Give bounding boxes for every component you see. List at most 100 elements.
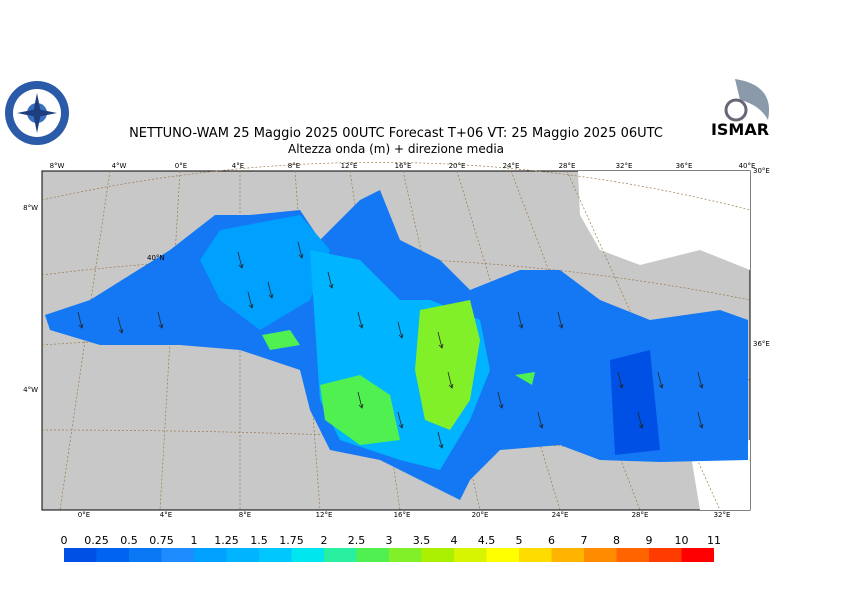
lon-label: 8°E xyxy=(288,162,300,170)
map xyxy=(41,162,751,511)
direction-arrow-head xyxy=(518,323,524,329)
direction-arrow-head xyxy=(438,343,444,349)
lon-label: 8°W xyxy=(50,162,65,170)
direction-arrow-head xyxy=(558,323,564,329)
direction-arrow xyxy=(437,431,443,449)
colorbar-label: 2 xyxy=(321,534,328,547)
direction-arrow xyxy=(247,291,253,309)
colorbar-box xyxy=(259,548,292,562)
logo-text: ISMAR xyxy=(711,120,769,139)
lon-label: 4°E xyxy=(232,162,244,170)
colorbar-label: 0.25 xyxy=(84,534,109,547)
lon-label: 0°E xyxy=(175,162,187,170)
colorbar-box xyxy=(681,548,714,562)
direction-arrow-head xyxy=(638,423,644,429)
colorbar-box xyxy=(96,548,129,562)
colorbar-label: 8 xyxy=(613,534,620,547)
direction-arrow xyxy=(657,371,663,389)
lon-label: 16°E xyxy=(395,162,412,170)
direction-arrow xyxy=(77,311,83,329)
direction-arrow-head xyxy=(618,383,624,389)
colorbar-label: 1.5 xyxy=(250,534,268,547)
lon-label: 28°E xyxy=(632,511,649,519)
direction-arrow xyxy=(117,316,123,334)
lat-label: 4°W xyxy=(23,386,38,394)
direction-arrow xyxy=(617,371,623,389)
colorbar-label: 11 xyxy=(707,534,721,547)
colorbar-box xyxy=(454,548,487,562)
lon-label: 20°E xyxy=(472,511,489,519)
colorbar-label: 3 xyxy=(386,534,393,547)
direction-arrow xyxy=(397,321,403,339)
lon-label: 12°E xyxy=(341,162,358,170)
logo-right: ISMAR xyxy=(709,79,771,141)
lat-label: 36°E xyxy=(753,340,770,348)
title: NETTUNO-WAM 25 Maggio 2025 00UTC Forecas… xyxy=(129,126,663,141)
direction-arrow-head xyxy=(498,403,504,409)
lon-label: 32°E xyxy=(714,511,731,519)
direction-arrow-head xyxy=(238,263,244,269)
colorbar-label: 1 xyxy=(191,534,198,547)
lon-label: 4°E xyxy=(160,511,172,519)
lon-label: 40°E xyxy=(739,162,756,170)
direction-arrow-head xyxy=(358,323,364,329)
colorbar-label: 4 xyxy=(451,534,458,547)
direction-arrow xyxy=(697,411,703,429)
lat-label: 8°W xyxy=(23,204,38,212)
colorbar-box xyxy=(616,548,649,562)
direction-arrow xyxy=(537,411,543,429)
colorbar-label: 2.5 xyxy=(348,534,366,547)
direction-arrow-head xyxy=(698,423,704,429)
direction-arrow xyxy=(557,311,563,329)
colorbar-box xyxy=(194,548,227,562)
lat-label: 30°E xyxy=(753,167,770,175)
direction-arrow-head xyxy=(268,293,274,299)
lon-label: 28°E xyxy=(559,162,576,170)
direction-arrow xyxy=(267,281,273,299)
colorbar-box xyxy=(161,548,194,562)
direction-arrow-head xyxy=(448,383,454,389)
colorbar-box xyxy=(324,548,357,562)
colorbar-box xyxy=(551,548,584,562)
colorbar-label: 6 xyxy=(548,534,555,547)
direction-arrow-head xyxy=(328,283,334,289)
colorbar-box xyxy=(356,548,389,562)
direction-arrow xyxy=(157,311,163,329)
lon-label: 20°E xyxy=(449,162,466,170)
direction-arrow xyxy=(447,371,453,389)
direction-arrow xyxy=(327,271,333,289)
direction-arrow xyxy=(237,251,243,269)
direction-arrow xyxy=(437,331,443,349)
direction-arrow xyxy=(697,371,703,389)
colorbar-label: 9 xyxy=(646,534,653,547)
lon-label: 32°E xyxy=(616,162,633,170)
colorbar-box xyxy=(64,548,97,562)
colorbar-box xyxy=(291,548,324,562)
direction-arrow xyxy=(297,241,303,259)
direction-arrow xyxy=(357,391,363,409)
colorbar-box xyxy=(486,548,519,562)
subtitle: Altezza onda (m) + direzione media xyxy=(288,142,504,156)
colorbar-box xyxy=(519,548,552,562)
colorbar-box xyxy=(389,548,422,562)
lon-label: 24°E xyxy=(503,162,520,170)
direction-arrow xyxy=(497,391,503,409)
lon-label: 12°E xyxy=(316,511,333,519)
direction-arrow-head xyxy=(358,403,364,409)
colorbar-label: 0.5 xyxy=(120,534,138,547)
colorbar-label: 7 xyxy=(581,534,588,547)
direction-arrow-head xyxy=(398,333,404,339)
colorbar-label: 1.25 xyxy=(214,534,239,547)
direction-arrow-head xyxy=(698,383,704,389)
colorbar-box xyxy=(421,548,454,562)
colorbar-label: 10 xyxy=(675,534,689,547)
direction-arrow-head xyxy=(78,323,84,329)
direction-arrow xyxy=(357,311,363,329)
lon-label: 16°E xyxy=(394,511,411,519)
direction-arrow-head xyxy=(538,423,544,429)
direction-arrow-head xyxy=(248,303,254,309)
colorbar-box xyxy=(649,548,682,562)
direction-arrow xyxy=(637,411,643,429)
direction-arrow-head xyxy=(438,443,444,449)
